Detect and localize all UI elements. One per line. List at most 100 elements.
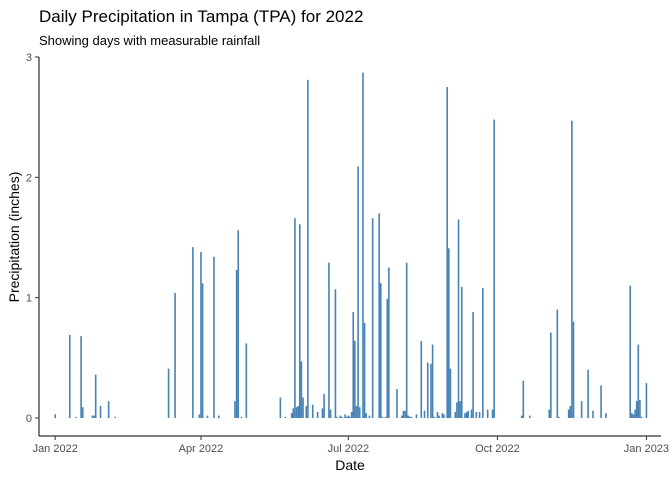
bar [167, 368, 170, 418]
bar [218, 415, 220, 418]
bar [200, 251, 202, 418]
bar [295, 407, 298, 418]
bar [237, 230, 240, 418]
bar [587, 369, 589, 418]
bar [396, 389, 398, 418]
bar [294, 218, 296, 418]
bar [362, 72, 364, 418]
bar [174, 292, 176, 418]
bar [350, 411, 353, 418]
bar [567, 409, 570, 418]
bar [634, 409, 636, 418]
bar [571, 120, 573, 418]
bar [386, 298, 389, 418]
bar [430, 363, 432, 418]
bar [401, 415, 403, 418]
bar [486, 409, 489, 418]
bar [629, 285, 632, 418]
x-tick-label: Jul 2022 [328, 443, 370, 455]
bar [438, 415, 440, 418]
y-tick-label: 3 [26, 52, 32, 64]
bar [323, 393, 325, 418]
bar [404, 410, 406, 418]
bar [235, 269, 238, 418]
bar [482, 288, 484, 418]
bar [491, 409, 494, 418]
bar [431, 344, 434, 418]
bar [91, 415, 94, 418]
bar [520, 415, 523, 418]
bar [206, 415, 209, 418]
bar [334, 289, 337, 418]
x-axis-title: Date [335, 457, 365, 473]
bar [407, 415, 410, 418]
bar [311, 404, 314, 418]
bar [363, 322, 366, 418]
x-tick-label: Apr 2022 [179, 443, 224, 455]
bar [388, 267, 390, 418]
bar [201, 283, 204, 418]
bar [459, 401, 461, 418]
y-tick-label: 1 [26, 293, 32, 305]
bar [336, 416, 338, 418]
bar [464, 413, 466, 418]
bar [328, 262, 330, 418]
bar [580, 401, 583, 418]
bar [93, 415, 95, 418]
chart-subtitle: Showing days with measurable rainfall [39, 33, 260, 48]
bar [420, 340, 423, 418]
bar [558, 416, 560, 418]
bar [192, 247, 194, 418]
bar [410, 416, 413, 418]
bar [441, 413, 444, 418]
bar [446, 87, 448, 418]
bar [355, 405, 358, 418]
x-tick-label: Oct 2022 [475, 443, 520, 455]
bar [631, 413, 633, 418]
bar [454, 411, 457, 418]
bar [302, 397, 304, 418]
bar [297, 405, 299, 418]
bar [234, 401, 236, 418]
bar [460, 286, 463, 418]
bar [637, 344, 640, 418]
bar [384, 416, 387, 418]
y-axis-title: Precipitation (inches) [6, 172, 22, 303]
bar [556, 309, 559, 418]
bar [292, 408, 295, 418]
bar [240, 416, 243, 418]
bars-group [54, 72, 648, 419]
bar [298, 224, 301, 418]
bar [522, 380, 525, 418]
bar [640, 416, 643, 418]
bar [635, 401, 638, 418]
bar [347, 415, 350, 418]
bar [456, 402, 458, 418]
bar [68, 334, 71, 418]
bar [305, 405, 308, 418]
bar [368, 415, 371, 418]
bar [426, 362, 429, 418]
bar [493, 119, 495, 418]
bar [99, 405, 102, 418]
bar [365, 413, 367, 418]
bar [279, 397, 282, 418]
bar [341, 416, 343, 418]
bar [449, 368, 452, 418]
bar [645, 383, 648, 418]
bar [316, 411, 319, 418]
y-tick-label: 0 [26, 413, 32, 425]
bar [357, 166, 359, 418]
bar [307, 79, 309, 419]
bar [245, 343, 248, 418]
bar [358, 407, 361, 418]
bar [379, 283, 382, 418]
bar [54, 414, 56, 418]
bar [409, 416, 411, 418]
x-axis: Jan 2022 Apr 2022 Jul 2022 Oct 2022 Jan 2023 [33, 435, 669, 455]
bar [114, 416, 116, 418]
bar [371, 218, 374, 418]
bar [475, 411, 478, 418]
bar [81, 407, 84, 418]
